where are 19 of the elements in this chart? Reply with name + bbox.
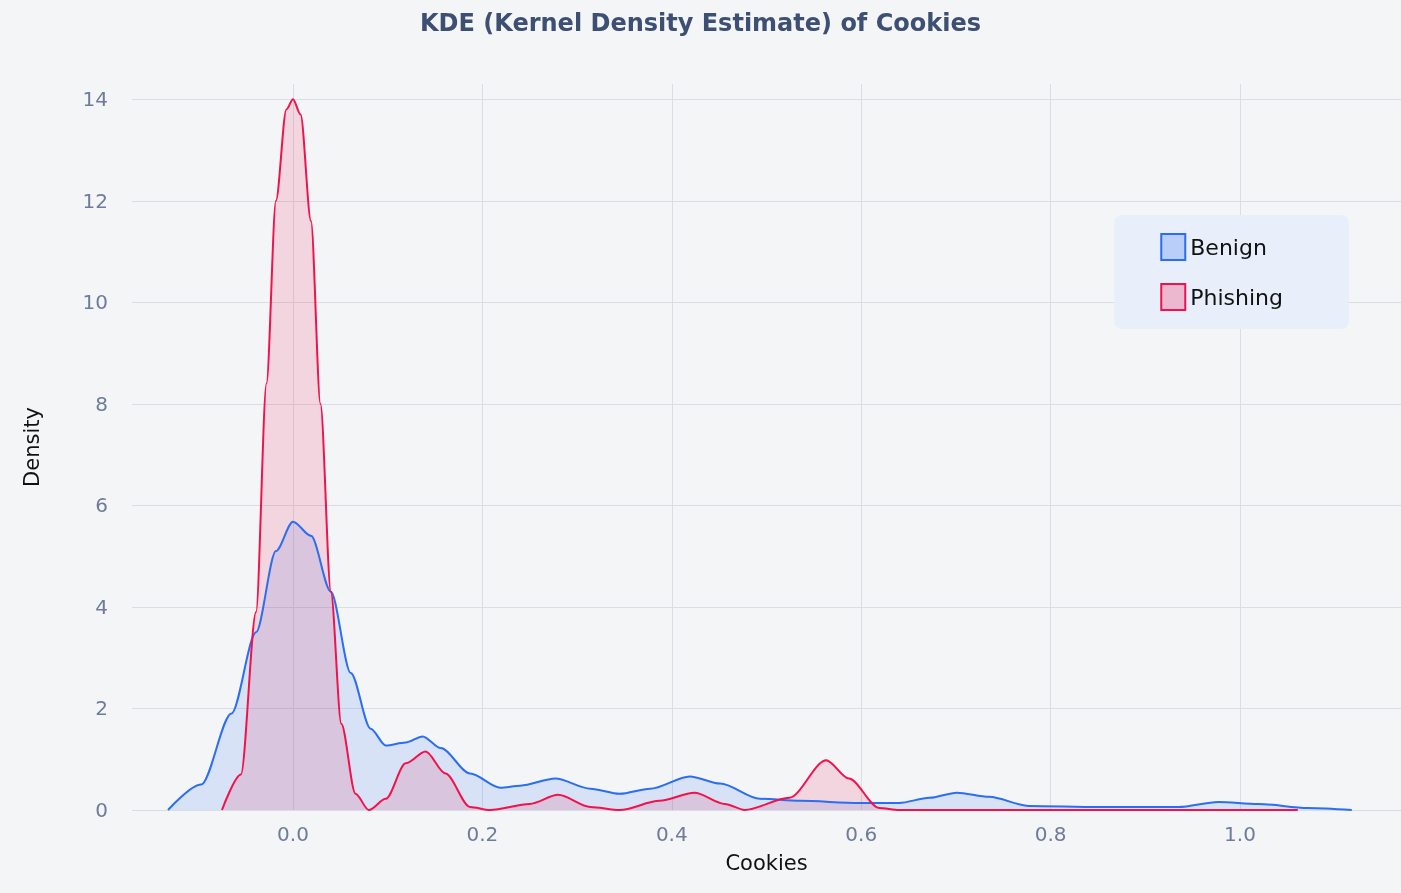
y-tick-label: 8 — [95, 391, 108, 416]
y-tick-label: 2 — [95, 696, 108, 721]
x-tick-label: 1.0 — [1224, 822, 1256, 846]
legend-label: Benign — [1190, 234, 1267, 260]
legend-label: Phishing — [1190, 284, 1283, 310]
y-tick-label: 10 — [82, 290, 108, 315]
y-tick-label: 14 — [82, 87, 108, 112]
x-tick-label: 0.8 — [1034, 822, 1067, 846]
x-axis-title: Cookies — [725, 850, 808, 875]
y-tick-label: 12 — [82, 188, 108, 213]
y-tick-label: 4 — [95, 594, 108, 619]
y-tick-label: 6 — [95, 493, 108, 518]
x-tick-label: 0.4 — [655, 822, 688, 846]
x-tick-label: 0.0 — [277, 822, 309, 846]
y-axis-title: Density — [19, 407, 44, 487]
x-tick-label: 0.6 — [845, 822, 878, 846]
x-tick-label: 0.2 — [466, 822, 499, 846]
chart-title: KDE (Kernel Density Estimate) of Cookies — [419, 9, 982, 37]
y-tick-label: 0 — [95, 798, 108, 822]
